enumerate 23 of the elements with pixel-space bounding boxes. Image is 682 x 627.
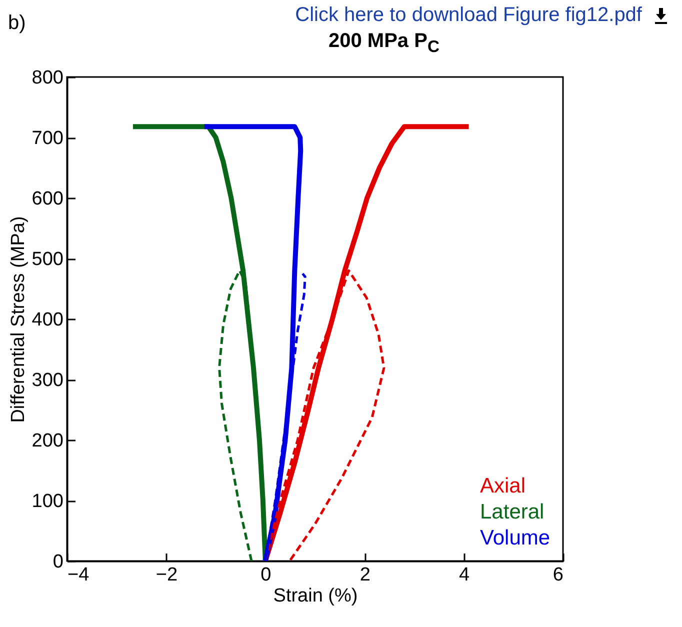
y-tick-label: 100 [32,491,64,512]
x-tick-label: 2 [360,564,370,586]
y-tick-label: 0 [52,552,64,572]
y-tick-label: 800 [32,68,64,88]
y-tick-label: 700 [32,128,64,149]
text: Axial [480,474,526,498]
x-tick-label: 0 [260,564,272,586]
y-tick-label: 300 [32,370,64,391]
chart-title: 200 MPa P$_{C}$ [328,30,440,57]
text: Lateral [480,500,544,524]
text: Click here to download Figure fig12.pdf [295,4,642,27]
x-axis-title: Strain (%) [273,586,358,606]
x-tick-label: 6 [552,564,564,586]
text: b) [8,12,26,35]
y-tick-label: 200 [32,430,64,452]
y-axis-title: Differential Stress (MPa) [8,216,29,423]
y-tick-label: 600 [32,188,64,210]
x-tick-label: −2 [156,564,178,586]
y-tick-label: 400 [32,310,64,330]
text: Volume [480,526,550,550]
y-tick-label: 500 [32,249,64,270]
x-tick-label: 4 [459,564,470,586]
x-tick-label: −4 [68,564,90,586]
